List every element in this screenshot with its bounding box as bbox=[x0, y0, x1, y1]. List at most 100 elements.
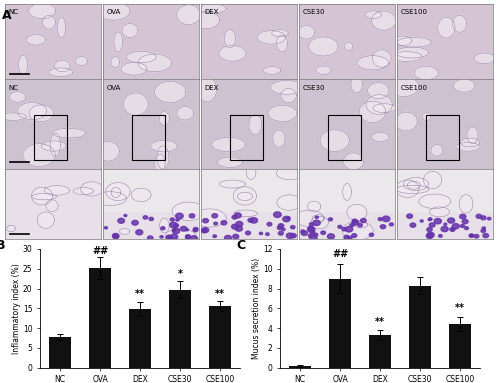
Polygon shape bbox=[456, 142, 480, 151]
Polygon shape bbox=[313, 220, 320, 226]
Polygon shape bbox=[281, 88, 296, 103]
Polygon shape bbox=[177, 106, 194, 120]
Polygon shape bbox=[201, 169, 296, 211]
Polygon shape bbox=[344, 43, 353, 50]
Polygon shape bbox=[202, 219, 208, 223]
Polygon shape bbox=[154, 82, 186, 103]
Text: DEX: DEX bbox=[205, 9, 219, 15]
Text: CSE30: CSE30 bbox=[303, 85, 326, 92]
Polygon shape bbox=[198, 77, 216, 101]
Polygon shape bbox=[314, 233, 318, 236]
Polygon shape bbox=[482, 227, 486, 229]
Polygon shape bbox=[430, 207, 450, 217]
Polygon shape bbox=[46, 200, 58, 212]
Polygon shape bbox=[424, 172, 442, 189]
Polygon shape bbox=[212, 137, 246, 152]
Polygon shape bbox=[174, 224, 178, 228]
Polygon shape bbox=[80, 182, 103, 196]
Polygon shape bbox=[359, 101, 386, 123]
Polygon shape bbox=[154, 154, 165, 173]
Bar bbox=[328, 115, 361, 160]
Polygon shape bbox=[124, 214, 127, 217]
Polygon shape bbox=[221, 221, 227, 225]
Polygon shape bbox=[419, 194, 450, 208]
Polygon shape bbox=[347, 204, 367, 221]
Polygon shape bbox=[427, 228, 432, 232]
Polygon shape bbox=[460, 224, 464, 228]
Polygon shape bbox=[301, 230, 304, 233]
Polygon shape bbox=[469, 234, 474, 237]
Polygon shape bbox=[344, 235, 350, 239]
Polygon shape bbox=[454, 79, 475, 92]
Polygon shape bbox=[257, 31, 286, 44]
Text: CSE100: CSE100 bbox=[401, 85, 428, 92]
Polygon shape bbox=[170, 222, 177, 228]
Polygon shape bbox=[344, 153, 363, 170]
Polygon shape bbox=[266, 233, 269, 236]
Polygon shape bbox=[96, 2, 130, 20]
Polygon shape bbox=[198, 4, 226, 13]
Polygon shape bbox=[351, 76, 362, 93]
Polygon shape bbox=[121, 62, 147, 75]
Polygon shape bbox=[75, 57, 88, 65]
Polygon shape bbox=[246, 166, 256, 179]
Polygon shape bbox=[94, 192, 126, 205]
Polygon shape bbox=[298, 25, 314, 39]
Polygon shape bbox=[287, 217, 290, 219]
Polygon shape bbox=[278, 231, 283, 235]
Polygon shape bbox=[316, 66, 331, 74]
Polygon shape bbox=[218, 157, 242, 167]
Polygon shape bbox=[290, 234, 296, 238]
Bar bbox=[230, 115, 263, 160]
Polygon shape bbox=[308, 37, 338, 56]
Polygon shape bbox=[470, 234, 474, 237]
Bar bbox=[449, 324, 471, 368]
Polygon shape bbox=[202, 229, 207, 233]
Polygon shape bbox=[236, 221, 243, 227]
Text: C: C bbox=[236, 239, 245, 252]
Polygon shape bbox=[328, 234, 334, 239]
Polygon shape bbox=[286, 233, 294, 239]
Y-axis label: Mucus secretion index (%): Mucus secretion index (%) bbox=[252, 258, 262, 359]
Polygon shape bbox=[301, 231, 308, 236]
Polygon shape bbox=[352, 220, 358, 225]
Text: NC: NC bbox=[9, 9, 19, 15]
Bar bbox=[209, 306, 231, 368]
Polygon shape bbox=[176, 213, 183, 219]
Polygon shape bbox=[278, 226, 282, 229]
Y-axis label: Inflammatory index (%): Inflammatory index (%) bbox=[12, 263, 21, 354]
Polygon shape bbox=[294, 210, 324, 226]
Polygon shape bbox=[166, 235, 172, 240]
Polygon shape bbox=[290, 226, 295, 229]
Polygon shape bbox=[124, 93, 148, 115]
Polygon shape bbox=[474, 234, 479, 238]
Polygon shape bbox=[44, 186, 70, 195]
Polygon shape bbox=[315, 216, 318, 218]
Polygon shape bbox=[283, 216, 290, 222]
Polygon shape bbox=[467, 127, 478, 144]
Polygon shape bbox=[396, 180, 419, 198]
Polygon shape bbox=[32, 193, 56, 200]
Bar bbox=[289, 366, 311, 368]
Polygon shape bbox=[274, 212, 281, 218]
Polygon shape bbox=[474, 53, 495, 64]
Polygon shape bbox=[310, 231, 315, 234]
Polygon shape bbox=[390, 223, 394, 226]
Polygon shape bbox=[264, 67, 280, 74]
Text: DEX: DEX bbox=[205, 85, 219, 92]
Polygon shape bbox=[438, 234, 442, 237]
Polygon shape bbox=[157, 146, 169, 169]
Polygon shape bbox=[172, 228, 180, 234]
Polygon shape bbox=[346, 226, 353, 232]
Polygon shape bbox=[236, 226, 242, 231]
Polygon shape bbox=[26, 34, 46, 45]
Polygon shape bbox=[396, 47, 428, 58]
Bar bbox=[49, 337, 71, 368]
Polygon shape bbox=[342, 183, 351, 200]
Text: OVA: OVA bbox=[107, 9, 121, 15]
Polygon shape bbox=[224, 29, 235, 47]
Polygon shape bbox=[366, 95, 392, 115]
Polygon shape bbox=[106, 183, 130, 201]
Polygon shape bbox=[357, 56, 388, 70]
Polygon shape bbox=[32, 187, 52, 205]
